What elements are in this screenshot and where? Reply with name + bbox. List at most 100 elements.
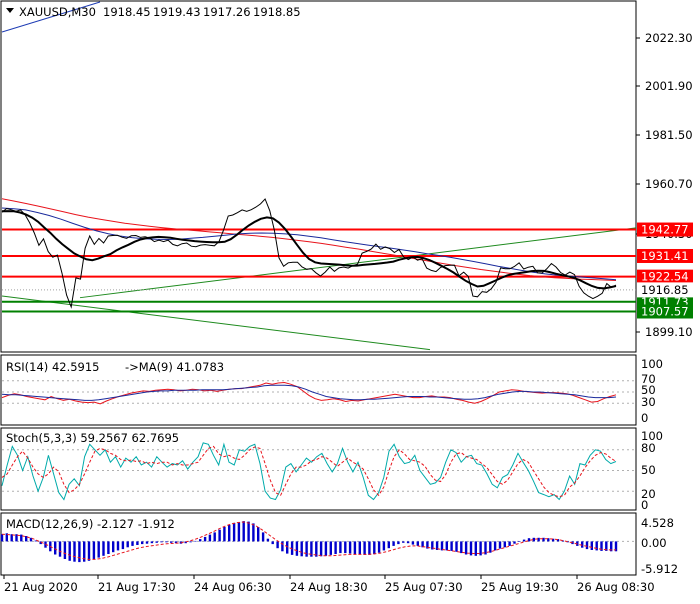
macd-histogram-bar xyxy=(107,541,110,554)
stoch-y-tick-2: 50 xyxy=(641,463,656,477)
macd-histogram-bar xyxy=(581,541,584,548)
macd-histogram-bar xyxy=(92,541,96,560)
macd-y-tick-top: 4.528 xyxy=(641,516,674,530)
macd-histogram-bar xyxy=(489,541,492,553)
macd-histogram-bar xyxy=(58,541,62,557)
macd-histogram-bar xyxy=(503,541,506,548)
macd-histogram-bar xyxy=(353,541,357,554)
macd-histogram-bar xyxy=(513,541,516,544)
main-price-panel[interactable] xyxy=(0,0,637,353)
level-tag-label-1: 1931.41 xyxy=(641,249,689,263)
macd-histogram-bar xyxy=(228,524,231,542)
x-tick-label-3: 24 Aug 18:30 xyxy=(290,580,368,594)
macd-histogram-bar xyxy=(160,541,163,543)
ohlc-open: 1918.45 xyxy=(103,5,151,19)
macd-histogram-bar xyxy=(493,541,497,551)
rsi-y-tick-2: 50 xyxy=(641,383,656,397)
macd-histogram-bar xyxy=(261,532,265,542)
moving-average-black-line xyxy=(1,210,617,290)
macd-histogram-bar xyxy=(232,522,236,542)
macd-histogram-bar xyxy=(344,541,347,554)
y-tick-label-6: 1899.10 xyxy=(645,325,693,339)
macd-histogram-bar xyxy=(276,541,279,549)
level-tag-2 xyxy=(637,269,693,284)
macd-histogram-bar xyxy=(329,541,332,555)
main-price-series-group xyxy=(1,1,637,351)
current-price-label: 1916.85 xyxy=(641,283,689,297)
macd-histogram-bar xyxy=(479,541,482,556)
price-series-line xyxy=(1,198,617,309)
macd-histogram-bar xyxy=(455,541,458,552)
rsi-title: RSI(14) 42.5915 xyxy=(6,360,100,374)
macd-histogram-bar xyxy=(464,541,468,555)
x-tick-label-2: 24 Aug 06:30 xyxy=(194,580,272,594)
macd-histogram-bar xyxy=(208,534,212,542)
macd-histogram-bar xyxy=(324,541,328,556)
x-tick-label-5: 25 Aug 19:30 xyxy=(481,580,559,594)
stoch-signal-line xyxy=(1,445,617,498)
stoch-y-tick-4: 0 xyxy=(641,498,648,512)
macd-histogram-bar xyxy=(34,540,37,542)
macd-histogram-bar xyxy=(334,541,337,554)
x-tick-label-6: 26 Aug 08:30 xyxy=(577,580,655,594)
stoch-panel[interactable] xyxy=(0,427,637,511)
macd-histogram-bar xyxy=(426,541,429,549)
macd-histogram-bar xyxy=(131,541,134,546)
level-tag-label-0: 1942.77 xyxy=(641,223,689,237)
macd-histogram-bar xyxy=(305,541,308,557)
stoch-y-tick-0: 100 xyxy=(641,429,663,443)
rsi-line xyxy=(1,381,617,405)
macd-title: MACD(12,26,9) -2.127 -1.912 xyxy=(6,517,175,531)
macd-histogram-bar xyxy=(551,538,555,542)
macd-signal-line xyxy=(1,521,616,560)
axes-group: 2022.302001.901981.501960.701940.301920.… xyxy=(3,31,694,594)
macd-y-tick-bottom: -5.912 xyxy=(641,562,678,576)
rsi-panel[interactable] xyxy=(0,354,637,426)
rsi-series-group xyxy=(1,380,636,405)
y-tick-label-1: 2001.90 xyxy=(645,79,693,93)
macd-histogram-bar xyxy=(585,541,589,550)
macd-histogram-bar xyxy=(286,541,289,554)
macd-panel[interactable] xyxy=(0,512,637,576)
macd-histogram-bar xyxy=(295,541,299,556)
macd-histogram-bar xyxy=(421,541,424,548)
level-tag-4 xyxy=(637,304,693,319)
macd-histogram-bar xyxy=(213,532,216,542)
macd-histogram-bar xyxy=(595,541,598,551)
macd-histogram-bar xyxy=(484,541,487,555)
macd-histogram-bar xyxy=(29,537,33,542)
macd-histogram-bar xyxy=(339,541,342,554)
ohlc-close: 1918.85 xyxy=(253,5,301,19)
level-tag-label-4: 1907.57 xyxy=(641,304,689,318)
macd-histogram-bar xyxy=(112,541,115,553)
macd-histogram-bar xyxy=(121,541,125,550)
blue-trend-line[interactable] xyxy=(1,1,101,33)
macd-histogram-bar xyxy=(614,541,618,552)
x-tick-label-4: 25 Aug 07:30 xyxy=(385,580,463,594)
macd-histogram-bar xyxy=(145,541,149,544)
macd-histogram-bar xyxy=(78,541,81,563)
macd-histogram-bar xyxy=(561,540,564,542)
rsi-y-tick-3: 30 xyxy=(641,395,656,409)
stoch-series-group xyxy=(1,442,636,501)
macd-histogram-bar xyxy=(97,541,100,558)
ohlc-high: 1919.43 xyxy=(153,5,201,19)
macd-histogram-bar xyxy=(450,541,453,551)
chart-collapse-triangle-icon[interactable] xyxy=(6,8,14,13)
macd-histogram-bar xyxy=(377,541,381,553)
macd-histogram-bar xyxy=(556,539,560,542)
macd-histogram-bar xyxy=(126,541,129,548)
green-trend-line-lower[interactable] xyxy=(1,295,431,351)
macd-histogram-bar xyxy=(20,534,23,542)
macd-histogram-bar xyxy=(39,541,42,545)
macd-histogram-bar xyxy=(508,541,511,546)
macd-histogram-bar xyxy=(165,541,168,543)
macd-histogram-bar xyxy=(218,529,221,542)
macd-histogram-bar xyxy=(257,527,260,542)
macd-histogram-bar xyxy=(406,541,410,544)
level-tag-1 xyxy=(637,248,693,263)
macd-histogram-bar xyxy=(252,523,255,542)
macd-histogram-bar xyxy=(174,541,178,544)
